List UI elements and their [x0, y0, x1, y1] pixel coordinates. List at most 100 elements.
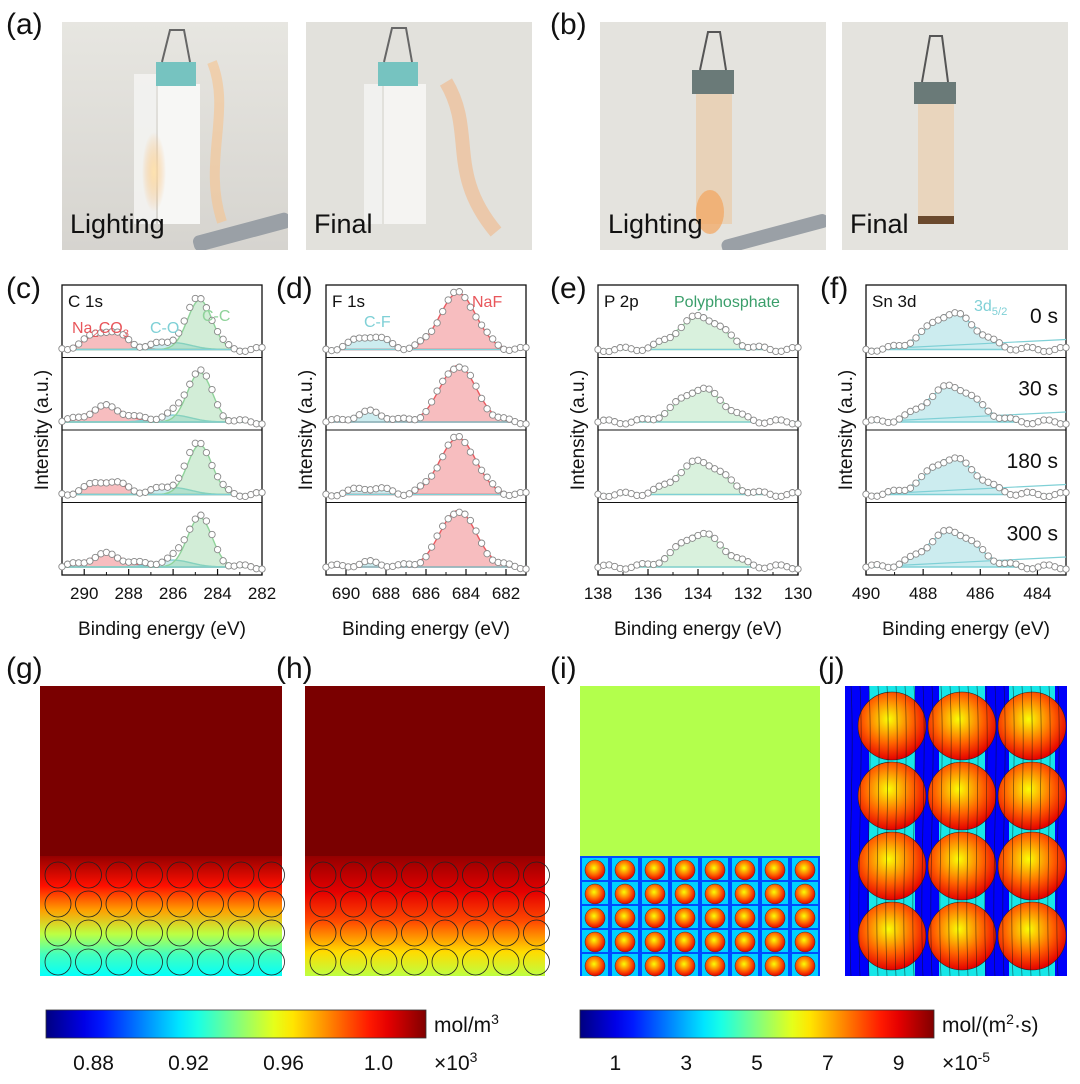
data-point	[489, 480, 497, 488]
data-point	[984, 552, 992, 560]
data-point	[716, 541, 724, 549]
panel-label-c: (c)	[6, 272, 41, 305]
data-point	[86, 557, 94, 565]
data-point	[973, 472, 981, 480]
x-tick-label: 138	[584, 584, 612, 603]
particle	[734, 907, 756, 929]
panel-label-a: (a)	[6, 8, 43, 41]
data-point	[125, 483, 133, 491]
element-label: Sn 3d	[872, 292, 916, 311]
data-point	[483, 473, 491, 481]
panel-label-j: (j)	[818, 652, 845, 685]
data-point	[951, 383, 959, 392]
particle	[927, 691, 997, 761]
data-point	[951, 528, 959, 537]
data-point	[644, 489, 652, 497]
data-point	[119, 479, 127, 487]
series-label: 300 s	[1007, 523, 1058, 546]
data-point	[472, 458, 480, 466]
data-point	[666, 478, 674, 486]
data-point	[672, 543, 680, 551]
x-axis-label: Binding energy (eV)	[882, 619, 1050, 640]
photo-b-lighting-caption: Lighting	[608, 209, 703, 239]
data-point	[433, 464, 441, 472]
data-point	[929, 538, 937, 546]
x-tick-label: 484	[1023, 584, 1051, 603]
data-point	[940, 314, 948, 322]
data-point	[890, 418, 898, 426]
particle-outline	[523, 948, 550, 976]
data-point	[225, 485, 233, 494]
photo-b-lighting-image	[600, 22, 826, 250]
particle-outline	[44, 861, 72, 889]
data-point	[917, 403, 926, 411]
stream-line	[1002, 685, 1006, 977]
sim-panel-h	[305, 686, 550, 976]
colorbar-ramp	[579, 1009, 935, 1039]
particle-outline	[431, 890, 459, 918]
unit-sup: 2	[1006, 1011, 1014, 1027]
stream-line	[1047, 685, 1051, 977]
label-part: NaF	[472, 294, 502, 311]
particle-outline	[492, 948, 520, 976]
particle-outline	[370, 890, 398, 918]
label-part: Na	[72, 320, 93, 337]
data-point	[439, 453, 447, 461]
data-point	[119, 331, 127, 339]
data-point	[917, 472, 926, 481]
label-part: C-C	[202, 308, 230, 325]
x-tick-label: 688	[372, 584, 400, 603]
photo-a-final-image	[306, 22, 532, 250]
stream-line	[885, 685, 889, 977]
data-point	[477, 321, 486, 329]
data-point	[794, 565, 802, 573]
colorbar-tick-label: 7	[822, 1052, 834, 1075]
particle-outline	[462, 919, 489, 947]
data-point	[967, 536, 976, 545]
data-point	[427, 327, 436, 335]
data-point	[477, 466, 486, 474]
particle-outline	[75, 890, 102, 918]
panel-label-d: (d)	[276, 272, 313, 305]
data-point	[108, 403, 116, 411]
particle-outline	[401, 948, 428, 976]
data-point	[472, 382, 480, 390]
particle	[857, 901, 927, 971]
data-point	[433, 532, 441, 540]
stream-line	[912, 685, 916, 977]
particle	[927, 831, 997, 901]
data-point	[197, 511, 205, 519]
label-part: 3	[123, 328, 129, 340]
label-part: C-O	[150, 320, 179, 337]
particle-outline	[44, 919, 72, 947]
data-point	[727, 331, 735, 339]
stream-line	[948, 685, 952, 977]
colorbar-tick-label: 0.88	[73, 1052, 114, 1075]
data-point	[169, 481, 177, 489]
data-point	[711, 534, 719, 543]
data-point	[472, 313, 480, 321]
particle-outline	[105, 861, 133, 889]
data-point	[923, 399, 931, 407]
data-point	[405, 344, 413, 352]
data-point	[688, 389, 697, 397]
data-point	[1062, 488, 1070, 497]
data-point	[1062, 565, 1070, 573]
particle-outline	[370, 861, 398, 889]
data-point	[186, 303, 194, 312]
data-point	[258, 420, 266, 428]
particle-outline	[258, 919, 285, 947]
data-point	[219, 412, 227, 420]
bulk-region	[305, 686, 545, 861]
data-point	[483, 328, 491, 336]
stream-line	[930, 685, 934, 977]
y-axis-label: Intensity (a.u.)	[296, 370, 317, 490]
unit-part: mol/(m	[942, 1014, 1006, 1037]
particle-outline	[105, 890, 133, 918]
panel-label-e: (e)	[550, 272, 587, 305]
data-point	[169, 549, 177, 558]
data-point	[901, 556, 909, 564]
data-point	[163, 409, 172, 417]
